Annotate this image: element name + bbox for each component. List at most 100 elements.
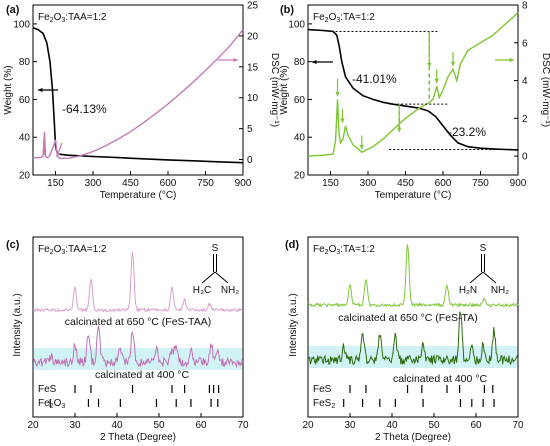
molecule-left-group-c: H₃C (193, 285, 212, 296)
plot-frame-a (32, 4, 244, 176)
y-tick-right-label-a-4: 20 (247, 31, 259, 42)
y-tick-left-label-b-1: 40 (294, 133, 306, 144)
x-tick-label-c-3: 50 (153, 420, 165, 431)
noise-band-c (34, 348, 242, 370)
weight-axis-arrow-b-head (312, 59, 317, 65)
x-tick-label-c-4: 60 (195, 420, 207, 431)
xrd-400-line-c (32, 325, 244, 369)
sample-label-b: Fe2O3:TA=1:2 (313, 12, 375, 24)
xrd-650-line-c (32, 252, 244, 313)
y-tick-left-label-b-0: 20 (294, 171, 306, 182)
x-tick-label-b-3: 600 (435, 178, 452, 189)
weight-loss-annotation-b2: -23.2% (448, 125, 486, 139)
y-axis-right-label-b: DSC (mW·mg⁻¹) (540, 53, 550, 127)
x-tick-label-b-0: 150 (322, 178, 339, 189)
x-tick-label-d-1: 30 (344, 420, 356, 431)
dsc-peak-arrow-b5-head (450, 61, 456, 67)
ref-label-fe2o3-c: Fe2O3 (38, 398, 65, 410)
series-label-400-c: calcinated at 400 °C (95, 369, 190, 381)
y-tick-right-label-a-3: 15 (247, 62, 259, 73)
weight-axis-arrow-a-head (38, 87, 43, 93)
y-tick-left-label-a-0: 20 (19, 171, 31, 182)
dsc-peak-arrow-a2-head (56, 152, 61, 157)
dsc-axis-arrow-b-head (509, 57, 514, 63)
y-tick-right-label-a-1: 5 (247, 124, 253, 135)
series-label-650-d: calcinated at 650 °C (FeS-TA) (338, 312, 477, 324)
y-axis-label-d: Intensity (a.u.) (288, 293, 299, 356)
xrd-650-line-d (307, 244, 519, 308)
x-ticks-c: 20 30 40 50 60 70 (27, 413, 249, 431)
y-ticks-right-b: 0 2 4 6 8 (514, 1, 528, 163)
y-tick-right-label-a-0: 0 (247, 155, 253, 166)
x-tick-label-d-5: 70 (512, 420, 524, 431)
sample-label-a: Fe2O3:TAA=1:2 (38, 12, 107, 24)
x-axis-label-d: 2 Theta (Degree) (375, 432, 451, 443)
panel-c: (c) 20 30 40 50 60 70 2 Theta (Degree) Intens… (6, 236, 249, 443)
legend-arrows-b (312, 35, 514, 150)
y-tick-left-label-b-4: 100 (288, 19, 305, 30)
y-axis-left-label-a: Weight (%) (3, 65, 14, 114)
plot-area-d (307, 244, 519, 407)
panel-label-b: (b) (280, 4, 294, 16)
molecule-right-group-d: NH₂ (491, 285, 509, 296)
y-tick-right-label-b-4: 8 (522, 1, 528, 12)
x-tick-label-d-3: 50 (428, 420, 440, 431)
molecule-sulfur-d: S (480, 243, 487, 254)
dsc-peak-arrow-b1-head (335, 91, 340, 97)
molecule-thioacetamide: S H₃C NH₂ (193, 243, 240, 296)
x-tick-label-a-3: 600 (160, 178, 177, 189)
x-tick-label-b-1: 300 (360, 178, 377, 189)
x-tick-label-b-2: 450 (397, 178, 414, 189)
dsc-drop-arrow-b1-head (427, 62, 432, 68)
x-tick-label-c-5: 70 (237, 420, 249, 431)
weight-loss-annotation-b1: -41.01% (352, 72, 397, 86)
y-tick-left-label-b-3: 80 (294, 57, 306, 68)
x-axis-label-a: Temperature (°C) (100, 190, 177, 201)
x-tick-label-a-1: 300 (85, 178, 102, 189)
x-tick-label-a-0: 150 (47, 178, 64, 189)
x-tick-label-b-5: 900 (510, 178, 527, 189)
x-axis-label-c: 2 Theta (Degree) (100, 432, 176, 443)
plot-area-c (32, 252, 244, 407)
molecule-left-group-d: H₂N (459, 285, 477, 296)
y-tick-left-label-a-2: 60 (19, 95, 31, 106)
sample-label-c: Fe2O3:TAA=1:2 (38, 244, 107, 256)
x-tick-label-c-1: 30 (69, 420, 81, 431)
molecule-right-group-c: NH₂ (221, 285, 239, 296)
ref-label-fes-c: FeS (38, 384, 57, 395)
dsc-drop-arrow-b2-head (397, 127, 402, 133)
y-tick-right-label-b-2: 4 (522, 76, 528, 87)
y-ticks-left-a: 20 40 60 80 100 (13, 19, 37, 182)
series-label-650-c: calcinated at 650 °C (FeS-TAA) (65, 316, 211, 328)
y-ticks-left-b: 20 40 60 80 100 (288, 19, 312, 182)
plot-frame-d (307, 236, 519, 418)
dsc-peak-arrow-b4-head (434, 78, 439, 84)
y-tick-left-label-a-4: 100 (13, 19, 30, 30)
x-tick-label-d-2: 40 (386, 420, 398, 431)
x-tick-label-a-4: 750 (197, 178, 214, 189)
plot-frame-b (307, 4, 519, 176)
panel-label-a: (a) (6, 4, 20, 16)
x-ticks-b: 150 300 450 600 750 900 (322, 171, 527, 189)
panel-d: (d) 20 30 40 50 60 70 2 Theta (Degree) Intens… (285, 236, 524, 443)
y-tick-right-label-b-0: 0 (522, 152, 528, 163)
dsc-peak-arrow-b3-head (359, 144, 364, 150)
plot-area-a (32, 26, 244, 164)
y-tick-right-label-b-1: 2 (522, 114, 528, 125)
panel-b: (b) 150 300 450 600 750 900 20 40 60 80 100 0 2 4 6 8… (279, 1, 550, 202)
x-tick-label-d-4: 60 (470, 420, 482, 431)
weight-series-line-a (32, 26, 244, 164)
sample-label-d: Fe2O3:TA=1:2 (313, 244, 375, 256)
molecule-thiourea: S H₂N NH₂ (459, 243, 509, 296)
y-axis-right-label-a: DSC (mW·mg⁻¹) (269, 53, 280, 127)
molecule-sulfur-c: S (212, 243, 219, 254)
y-tick-right-label-a-5: 25 (247, 1, 259, 12)
y-ticks-right-a: 0 5 10 15 20 25 (239, 1, 259, 166)
panel-a: (a) 150 300 450 600 750 900 20 40 60 80 100 0 5 10 1… (3, 1, 280, 202)
y-tick-left-label-a-1: 40 (19, 133, 31, 144)
xrd-400-line-d (308, 311, 519, 366)
ref-label-fes-d: FeS (313, 384, 332, 395)
dsc-series-line-b (307, 12, 519, 157)
ref-label-fes2-d: FeS2 (313, 398, 335, 410)
y-axis-label-c: Intensity (a.u.) (12, 293, 23, 356)
